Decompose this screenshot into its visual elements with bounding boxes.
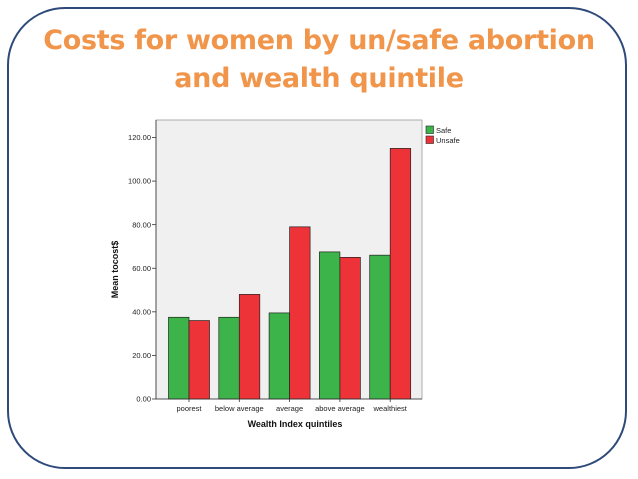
bar-safe-average	[268, 312, 290, 400]
bar-unsafe-poorest	[188, 320, 210, 400]
x-axis-title: Wealth Index quintiles	[248, 419, 343, 429]
bar-safe-poorest	[168, 316, 190, 400]
legend-label-safe: Safe	[436, 126, 451, 135]
y-axis: 0.00 20.00 40.00 60.00 80.00 100.00 120.00	[128, 120, 157, 404]
bar-unsafe-average	[289, 226, 311, 400]
y-tick-label: 100.00	[128, 177, 151, 186]
x-tick-label: below average	[215, 404, 264, 413]
bar-unsafe-above-average	[339, 257, 361, 400]
slide-title: Costs for women by un/safe abortion and …	[0, 22, 638, 98]
bar-safe-below-average	[218, 316, 240, 400]
y-tick-label: 120.00	[128, 133, 151, 142]
y-tick-label: 40.00	[132, 307, 151, 316]
bar-unsafe-wealthiest	[389, 148, 412, 400]
bar-safe-above-average	[319, 251, 341, 400]
x-tick-label: average	[276, 404, 303, 413]
legend-swatch-unsafe	[425, 135, 434, 144]
y-tick-label: 60.00	[132, 264, 151, 273]
slide-title-line-2: and wealth quintile	[174, 63, 464, 94]
bar-unsafe-below-average	[238, 294, 261, 400]
y-tick-label: 0.00	[136, 395, 151, 404]
x-axis: poorest below average average above average…	[156, 398, 422, 413]
bar-safe-wealthiest	[369, 254, 391, 400]
x-tick-label: above average	[315, 404, 365, 413]
legend-swatch-safe	[425, 125, 434, 134]
y-axis-title: Mean tocost$	[110, 241, 120, 299]
legend-label-unsafe: Unsafe	[436, 136, 460, 145]
bars	[168, 148, 412, 400]
y-tick-label: 20.00	[132, 351, 151, 360]
y-tick-label: 80.00	[132, 220, 151, 229]
slide-title-line-1: Costs for women by un/safe abortion	[43, 25, 595, 56]
x-tick-label: poorest	[176, 404, 202, 413]
x-tick-label: wealthiest	[373, 404, 408, 413]
